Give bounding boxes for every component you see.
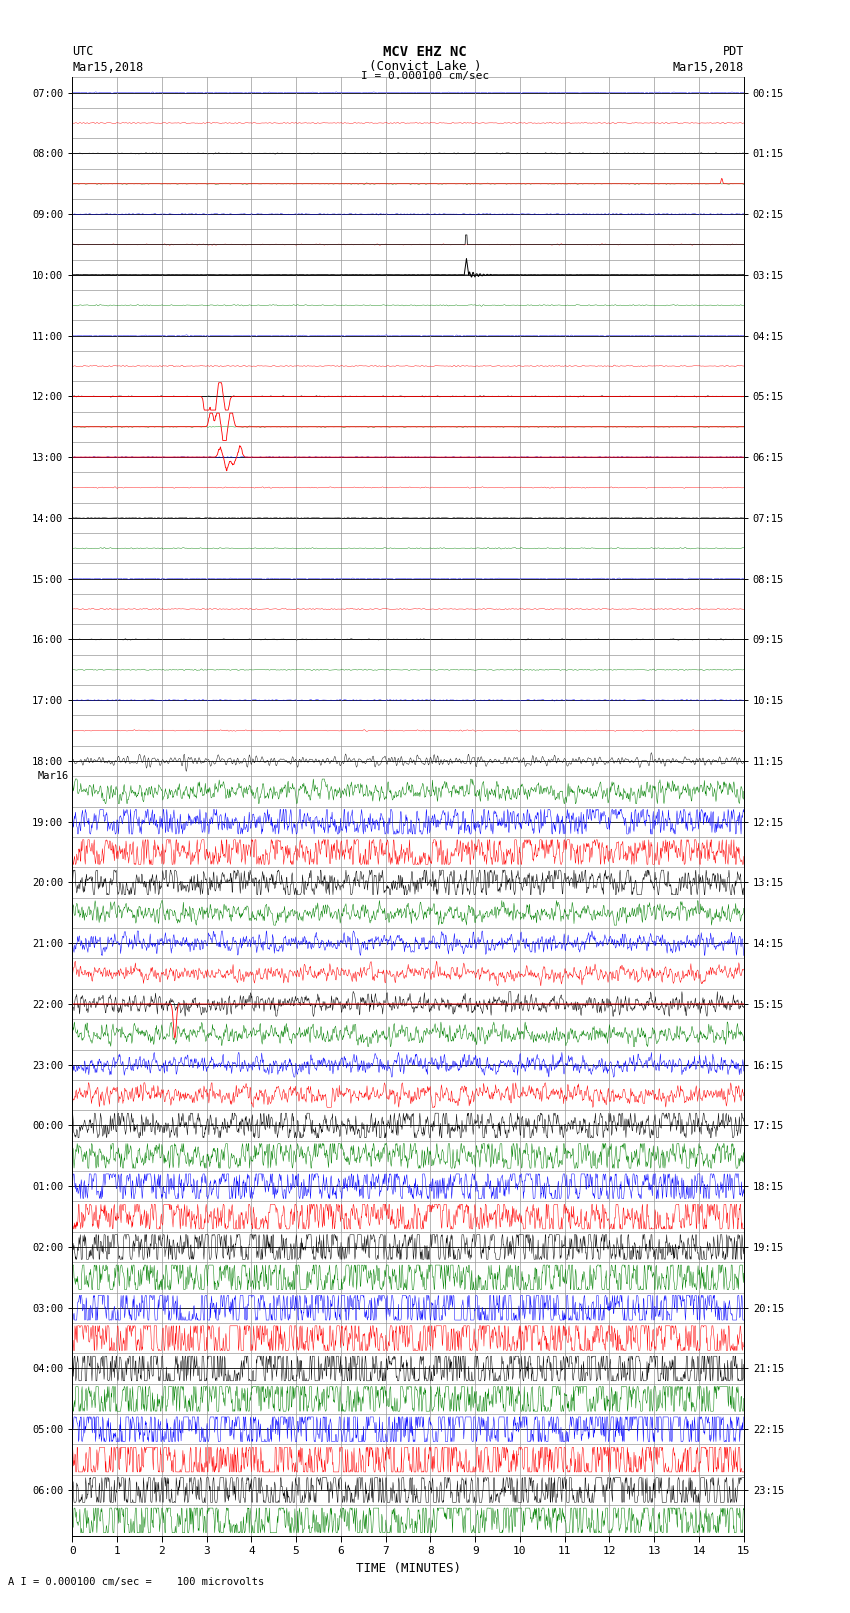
- Text: PDT: PDT: [722, 45, 744, 58]
- Text: (Convict Lake ): (Convict Lake ): [369, 60, 481, 73]
- Text: UTC: UTC: [72, 45, 94, 58]
- Text: I = 0.000100 cm/sec: I = 0.000100 cm/sec: [361, 71, 489, 81]
- Text: A I = 0.000100 cm/sec =    100 microvolts: A I = 0.000100 cm/sec = 100 microvolts: [8, 1578, 264, 1587]
- Text: Mar15,2018: Mar15,2018: [72, 61, 144, 74]
- Text: Mar15,2018: Mar15,2018: [672, 61, 744, 74]
- X-axis label: TIME (MINUTES): TIME (MINUTES): [355, 1561, 461, 1574]
- Text: Mar16: Mar16: [37, 771, 69, 781]
- Text: MCV EHZ NC: MCV EHZ NC: [383, 45, 467, 60]
